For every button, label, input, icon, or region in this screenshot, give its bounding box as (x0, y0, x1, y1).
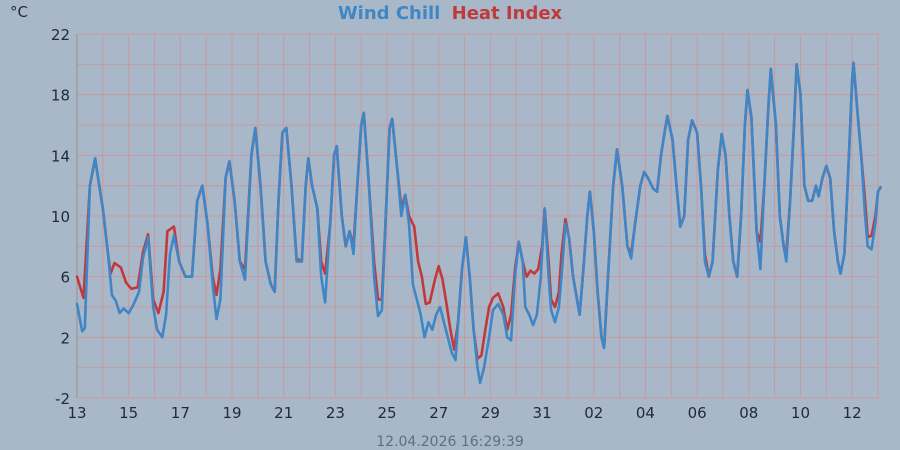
y-tick-label: 6 (60, 269, 70, 287)
x-tick-label: 04 (636, 404, 655, 422)
y-tick-label: 22 (51, 26, 70, 44)
timestamp: 12.04.2026 16:29:39 (376, 434, 524, 450)
x-tick-label: 29 (481, 404, 500, 422)
x-tick-label: 27 (429, 404, 448, 422)
y-axis-ticks: -2 2 6 10 14 18 22 (51, 26, 70, 408)
x-tick-label: 06 (688, 404, 707, 422)
title-wind-chill: Wind Chill (338, 3, 441, 24)
plot-area (75, 61, 882, 385)
x-tick-label: 08 (739, 404, 758, 422)
y-tick-label: 18 (51, 87, 70, 105)
chart-title: Wind Chill Heat Index (338, 3, 563, 24)
x-tick-label: 25 (378, 404, 397, 422)
y-tick-label: -2 (55, 390, 70, 408)
x-tick-label: 21 (274, 404, 293, 422)
x-tick-label: 02 (584, 404, 603, 422)
x-axis-ticks: 13 15 17 19 21 23 25 27 29 31 02 04 06 08 10 12 (67, 404, 861, 422)
x-tick-label: 13 (67, 404, 86, 422)
x-tick-label: 12 (843, 404, 862, 422)
x-tick-label: 17 (171, 404, 190, 422)
x-tick-label: 15 (119, 404, 138, 422)
x-tick-label: 10 (791, 404, 810, 422)
y-tick-label: 2 (60, 329, 70, 347)
x-tick-label: 23 (326, 404, 345, 422)
y-axis-unit: °C (10, 3, 28, 21)
title-heat-index: Heat Index (452, 3, 563, 24)
x-tick-label: 19 (222, 404, 241, 422)
x-tick-label: 31 (533, 404, 552, 422)
y-tick-label: 10 (51, 208, 70, 226)
y-tick-label: 14 (51, 147, 70, 165)
series-line-wind-chill (75, 61, 882, 385)
